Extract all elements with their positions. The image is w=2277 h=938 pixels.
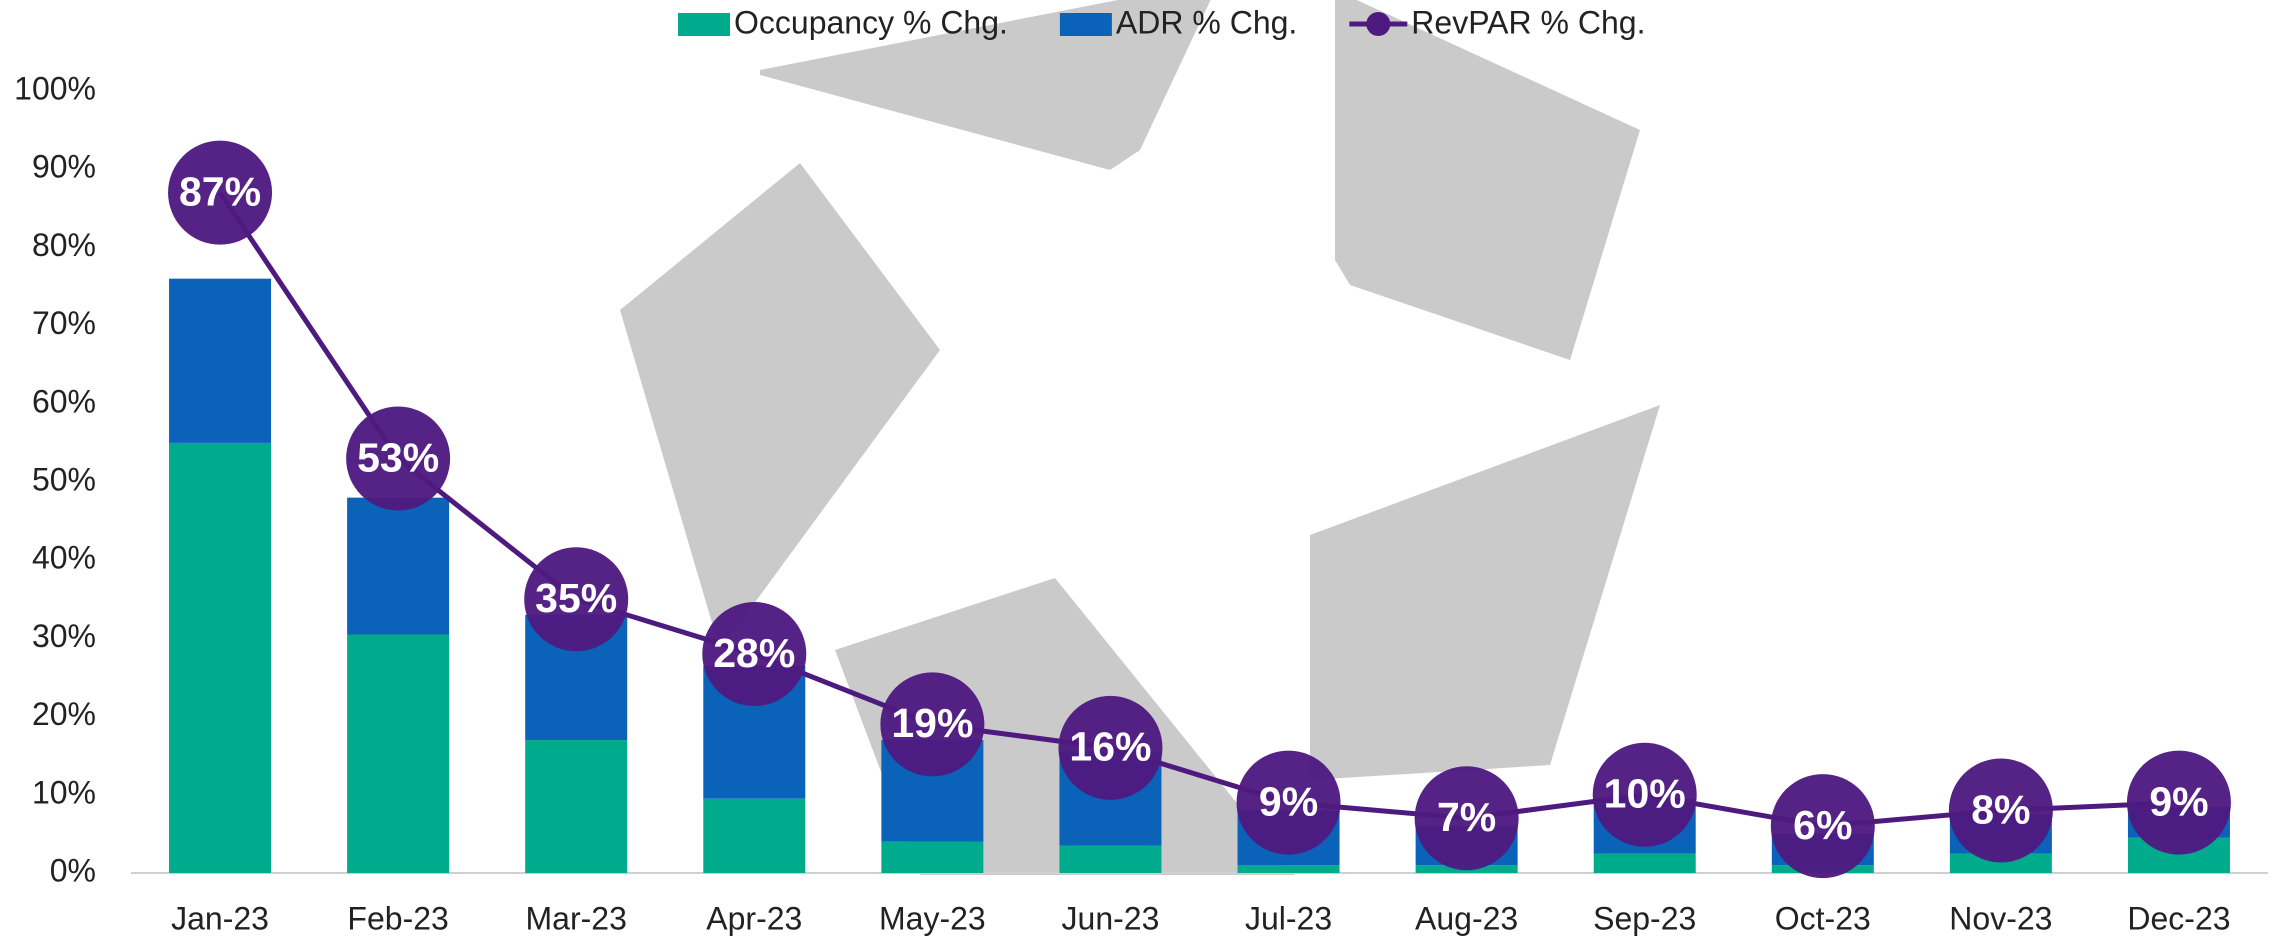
- data-label: 10%: [1604, 771, 1686, 817]
- bar: [1059, 846, 1161, 873]
- y-tick-label: 20%: [32, 696, 96, 732]
- bar: [347, 634, 449, 873]
- bar: [525, 740, 627, 873]
- y-tick-label: 70%: [32, 305, 96, 341]
- legend-swatch: [1060, 13, 1112, 36]
- x-tick-label: Aug-23: [1415, 900, 1518, 936]
- y-tick-label: 90%: [32, 149, 96, 185]
- y-tick-label: 40%: [32, 540, 96, 576]
- x-tick-label: Jan-23: [171, 900, 269, 936]
- x-tick-label: Sep-23: [1593, 900, 1696, 936]
- x-tick-label: May-23: [879, 900, 986, 936]
- y-tick-label: 60%: [32, 383, 96, 419]
- legend-label: Occupancy % Chg.: [734, 4, 1008, 40]
- data-label: 28%: [713, 630, 795, 676]
- x-tick-label: Jul-23: [1245, 900, 1332, 936]
- x-tick-label: Nov-23: [1949, 900, 2052, 936]
- bar: [347, 498, 449, 635]
- legend-swatch: [1366, 12, 1390, 36]
- data-label: 35%: [535, 575, 617, 621]
- data-label: 16%: [1069, 724, 1151, 770]
- y-tick-label: 80%: [32, 227, 96, 263]
- x-tick-label: Oct-23: [1775, 900, 1871, 936]
- data-label: 7%: [1437, 794, 1496, 840]
- data-label: 19%: [891, 700, 973, 746]
- x-tick-label: Dec-23: [2127, 900, 2230, 936]
- y-tick-label: 100%: [14, 70, 96, 106]
- data-label: 53%: [357, 434, 439, 480]
- data-label: 9%: [1259, 778, 1318, 824]
- x-tick-label: Apr-23: [706, 900, 802, 936]
- y-tick-label: 0%: [50, 852, 96, 888]
- y-tick-label: 30%: [32, 618, 96, 654]
- bar: [169, 443, 271, 873]
- data-label: 8%: [1971, 786, 2030, 832]
- y-tick-label: 10%: [32, 774, 96, 810]
- bar: [881, 842, 983, 873]
- x-tick-label: Feb-23: [347, 900, 448, 936]
- data-label: 6%: [1793, 802, 1852, 848]
- bar: [1238, 865, 1340, 873]
- bar: [169, 279, 271, 443]
- legend-swatch: [678, 13, 730, 36]
- legend-label: RevPAR % Chg.: [1411, 4, 1645, 40]
- line: [220, 193, 2179, 826]
- x-tick-label: Jun-23: [1062, 900, 1160, 936]
- chart: 0% 10% 20% 30% 40% 50% 60% 70% 80% 90% 100% Jan-23 F…: [0, 0, 2277, 938]
- legend-label: ADR % Chg.: [1116, 4, 1297, 40]
- x-tick-label: Mar-23: [526, 900, 627, 936]
- y-tick-label: 50%: [32, 461, 96, 497]
- data-label: 87%: [179, 168, 261, 214]
- bar: [1594, 853, 1696, 873]
- data-label: 9%: [2149, 778, 2208, 824]
- bar: [703, 799, 805, 873]
